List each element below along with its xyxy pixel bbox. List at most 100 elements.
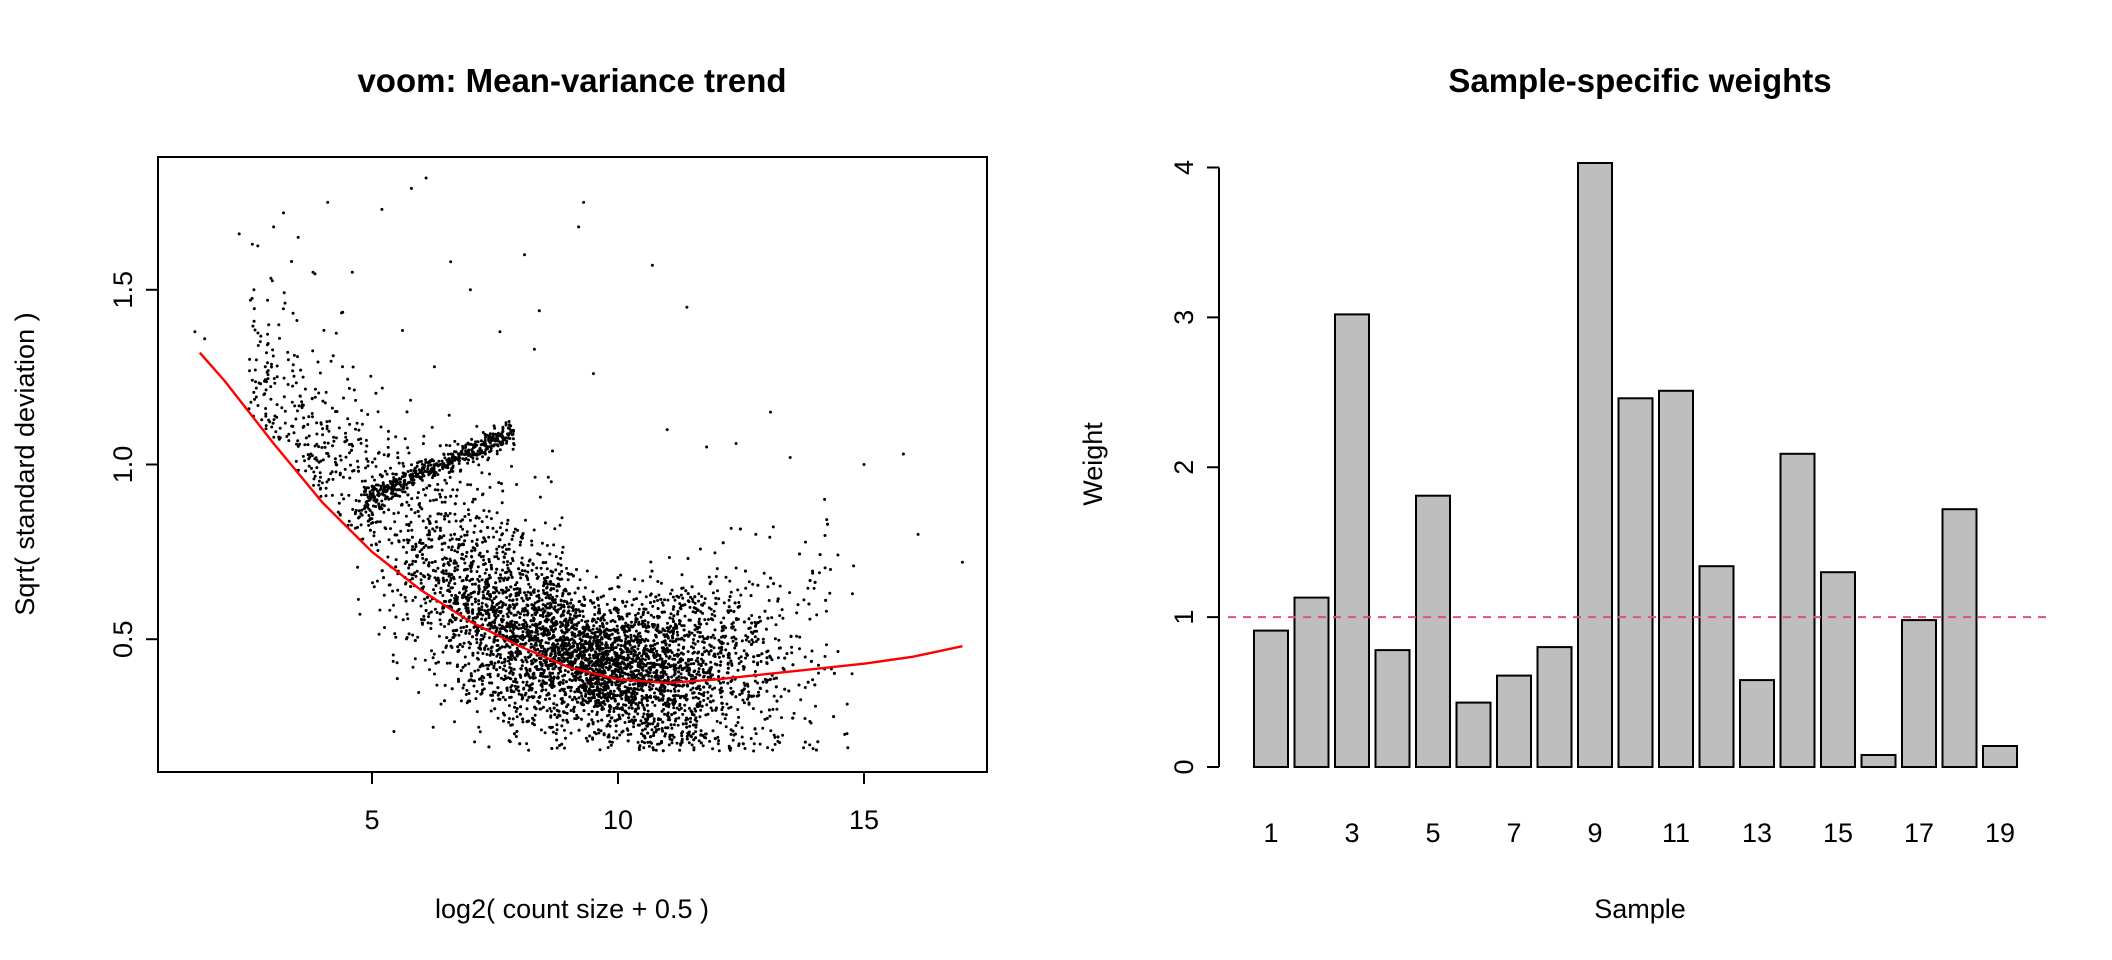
- scatter-point: [629, 687, 633, 690]
- scatter-point: [356, 565, 360, 569]
- scatter-point: [651, 683, 655, 687]
- scatter-point: [580, 603, 584, 607]
- scatter-point: [630, 718, 634, 722]
- scatter-point: [487, 509, 491, 513]
- scatter-point: [553, 527, 557, 531]
- scatter-point: [726, 661, 730, 665]
- scatter-point: [804, 540, 807, 544]
- scatter-point: [642, 648, 646, 652]
- scatter-point: [719, 686, 723, 690]
- scatter-point: [627, 706, 631, 710]
- scatter-point: [435, 611, 439, 614]
- scatter-point: [578, 675, 582, 679]
- scatter-point: [566, 656, 570, 660]
- scatter-point: [720, 629, 724, 633]
- scatter-point: [631, 624, 635, 628]
- scatter-point: [631, 700, 635, 703]
- scatter-point: [527, 655, 530, 659]
- scatter-point: [563, 746, 566, 750]
- scatter-point: [433, 607, 437, 611]
- scatter-point: [503, 576, 507, 580]
- scatter-point: [481, 652, 485, 655]
- scatter-point: [512, 667, 516, 671]
- scatter-point: [524, 658, 528, 662]
- scatter-point: [711, 729, 715, 733]
- scatter-point: [776, 735, 780, 739]
- scatter-point: [496, 639, 500, 642]
- scatter-point: [742, 681, 746, 685]
- scatter-point: [454, 602, 458, 606]
- scatter-point: [569, 689, 573, 693]
- scatter-point: [557, 713, 561, 717]
- scatter-point: [585, 678, 589, 682]
- scatter-point: [567, 638, 571, 642]
- scatter-point: [604, 687, 608, 691]
- scatter-point: [503, 543, 507, 547]
- scatter-point: [489, 649, 493, 653]
- scatter-point: [813, 580, 817, 584]
- scatter-point: [734, 637, 738, 641]
- scatter-point: [636, 647, 640, 651]
- scatter-point: [434, 520, 438, 524]
- scatter-point: [513, 701, 517, 705]
- scatter-point: [447, 622, 451, 626]
- scatter-point: [572, 674, 576, 678]
- scatter-point: [616, 585, 620, 589]
- scatter-point: [643, 736, 647, 740]
- scatter-point: [727, 610, 730, 614]
- scatter-point: [554, 568, 558, 572]
- scatter-point: [774, 676, 778, 680]
- scatter-point: [409, 520, 413, 524]
- scatter-point: [742, 649, 746, 653]
- scatter-point: [462, 592, 466, 596]
- scatter-point: [608, 649, 611, 653]
- scatter-point: [610, 716, 614, 720]
- scatter-point: [566, 659, 570, 663]
- scatter-point: [640, 698, 644, 702]
- scatter-point: [630, 675, 634, 678]
- scatter-point: [626, 623, 630, 627]
- scatter-point: [648, 661, 652, 665]
- scatter-point: [626, 695, 630, 699]
- scatter-point: [551, 730, 555, 734]
- scatter-point: [549, 628, 553, 632]
- scatter-point: [437, 634, 441, 638]
- scatter-point: [484, 617, 488, 621]
- scatter-point: [806, 586, 810, 590]
- scatter-point: [518, 712, 522, 716]
- scatter-point: [692, 746, 696, 750]
- scatter-point: [468, 642, 472, 646]
- scatter-point: [446, 514, 450, 518]
- scatter-point: [555, 609, 559, 613]
- scatter-point: [564, 736, 567, 740]
- scatter-point: [512, 690, 516, 694]
- scatter-point: [623, 721, 627, 724]
- scatter-point: [615, 736, 619, 740]
- scatter-point: [456, 650, 460, 653]
- scatter-point: [662, 671, 666, 675]
- scatter-point: [816, 740, 820, 744]
- scatter-point: [678, 622, 681, 626]
- scatter-point: [364, 450, 368, 454]
- scatter-point: [688, 618, 692, 622]
- scatter-point: [685, 669, 689, 673]
- scatter-point: [678, 619, 682, 623]
- scatter-point: [469, 674, 473, 678]
- scatter-point: [691, 732, 695, 736]
- scatter-point: [525, 683, 528, 687]
- scatter-point: [583, 685, 587, 689]
- scatter-point: [585, 623, 589, 627]
- scatter-point: [684, 661, 688, 665]
- scatter-point: [653, 642, 657, 646]
- scatter-point: [669, 723, 673, 727]
- scatter-point: [472, 684, 476, 688]
- scatter-point: [570, 621, 573, 625]
- scatter-point: [354, 427, 357, 431]
- scatter-point: [670, 741, 674, 745]
- scatter-point: [497, 691, 501, 695]
- scatter-point: [600, 708, 604, 712]
- scatter-point: [721, 541, 725, 545]
- scatter-point: [709, 580, 713, 584]
- scatter-point: [420, 618, 423, 621]
- scatter-point: [635, 692, 639, 695]
